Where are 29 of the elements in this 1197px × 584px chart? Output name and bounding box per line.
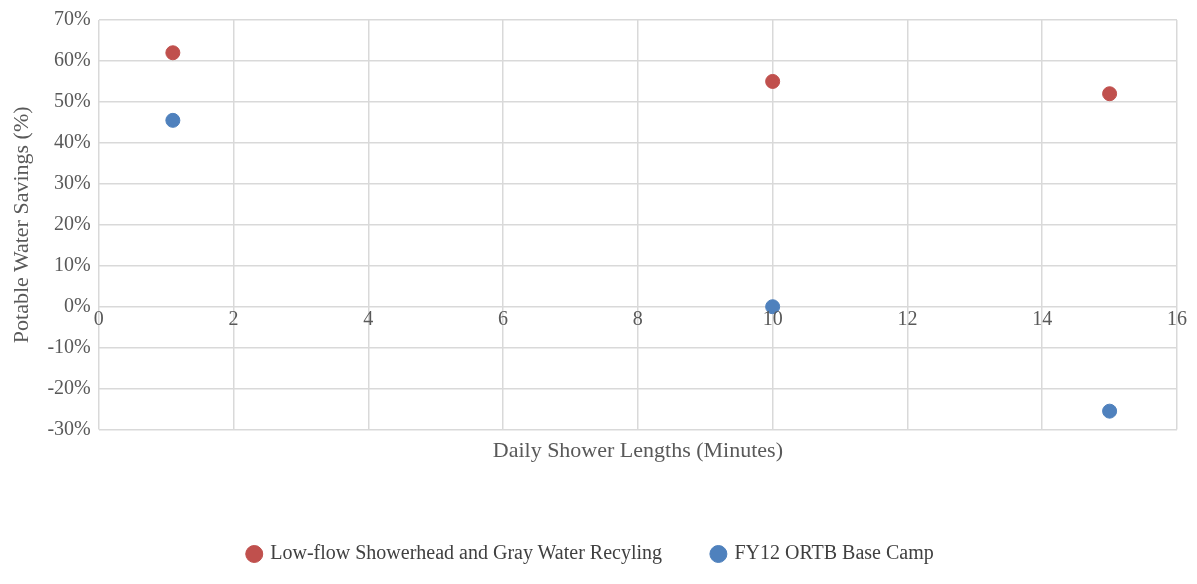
- x-tick-label: 16: [1167, 306, 1187, 329]
- y-tick-label: 10%: [54, 253, 91, 276]
- y-tick-label: 40%: [54, 130, 91, 153]
- x-tick-label: 2: [228, 306, 239, 329]
- legend-label: FY12 ORTB Base Camp: [734, 541, 934, 565]
- point: [165, 112, 181, 128]
- x-tick-label: 4: [363, 306, 374, 329]
- y-tick-label: -20%: [47, 375, 91, 398]
- x-tick-label: 8: [632, 306, 643, 329]
- y-tick-label: 50%: [54, 89, 91, 112]
- point: [165, 45, 181, 61]
- y-tick-label: -10%: [47, 334, 91, 357]
- x-tick-label: 10: [762, 306, 783, 329]
- legend-label: Low-flow Showerhead and Gray Water Recyling: [270, 541, 663, 565]
- point: [1102, 403, 1118, 419]
- y-tick-label: 60%: [54, 48, 91, 71]
- x-tick-label: 0: [93, 306, 104, 329]
- x-tick-label: 12: [897, 306, 918, 329]
- y-tick-label: 70%: [54, 7, 91, 30]
- y-tick-label: -30%: [47, 416, 91, 439]
- y-tick-label: 20%: [54, 212, 91, 235]
- point: [1102, 86, 1118, 102]
- x-tick-label: 14: [1032, 306, 1053, 329]
- y-tick-label: 0%: [64, 293, 91, 316]
- point: [765, 73, 781, 89]
- y-tick-label: 30%: [54, 171, 91, 194]
- y-axis-title: Potable Water Savings (%): [7, 106, 33, 344]
- x-tick-label: 6: [498, 306, 509, 329]
- x-axis-title: Daily Shower Lengths (Minutes): [492, 436, 783, 462]
